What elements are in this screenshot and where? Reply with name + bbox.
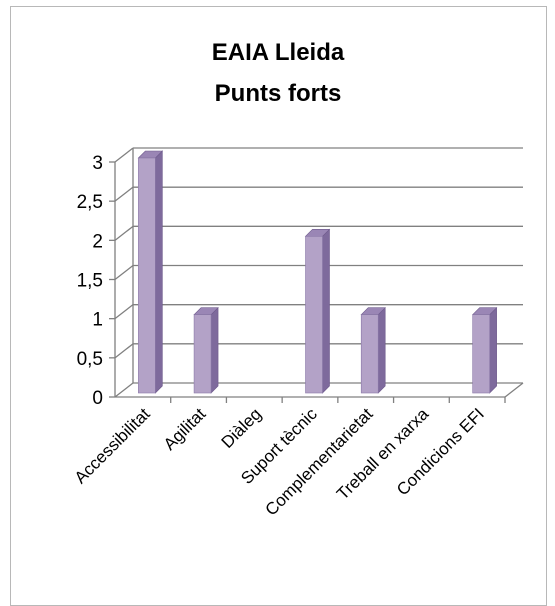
- gridline-side: [114, 225, 134, 241]
- bar-front: [360, 314, 379, 394]
- bar-side: [210, 306, 219, 394]
- bar: [193, 306, 219, 394]
- y-tick-label: 2,5: [77, 192, 103, 213]
- axes: [109, 148, 524, 403]
- bar-side: [322, 228, 330, 394]
- x-tick-label: Agilitat: [160, 404, 210, 454]
- bar: [137, 150, 164, 394]
- x-tick-label: Diàleg: [218, 404, 266, 452]
- bars: [137, 150, 498, 394]
- y-tick-label: 1,5: [77, 271, 103, 292]
- y-tick-label: 0,5: [77, 349, 103, 370]
- x-tick-label: Complementarietat: [262, 404, 377, 519]
- chart-title-line-2: Punts forts: [215, 80, 342, 107]
- bar: [304, 228, 331, 394]
- gridline-side: [114, 264, 134, 281]
- gridline-side: [114, 382, 134, 398]
- gridline-side: [114, 147, 134, 163]
- bar-front: [472, 314, 490, 394]
- bar-front: [305, 236, 323, 394]
- bar-front: [193, 314, 212, 394]
- bar-front: [138, 157, 156, 394]
- floor-edge: [504, 382, 524, 398]
- bar: [471, 306, 498, 394]
- bar-side: [155, 150, 163, 394]
- bar-side: [489, 306, 497, 394]
- gridline-side: [114, 343, 134, 359]
- y-tick-label: 0: [92, 388, 103, 409]
- x-tick-label: Accessibilitat: [71, 404, 154, 487]
- chart-title-line-1: EAIA Lleida: [212, 39, 345, 66]
- y-tick-label: 1: [92, 310, 103, 331]
- chart-frame: [10, 6, 547, 606]
- gridline-side: [114, 186, 134, 202]
- y-tick-label: 3: [92, 153, 103, 174]
- gridline-side: [114, 304, 134, 320]
- y-tick-labels: 0 0,5 1 1,5 2 2,5 3: [77, 153, 103, 409]
- bar: [360, 306, 386, 394]
- y-tick-label: 2: [92, 231, 103, 252]
- bar-side: [377, 306, 386, 394]
